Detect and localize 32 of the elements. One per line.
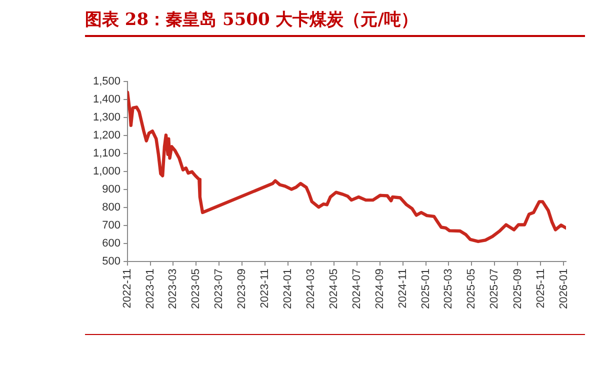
y-tick-label: 1,000 (92, 166, 121, 178)
x-tick-label: 2025-09 (512, 268, 524, 310)
x-tick-label: 2025-01 (420, 268, 432, 310)
x-tick-label: 2023-09 (236, 268, 248, 310)
x-tick-label: 2023-05 (190, 268, 202, 310)
x-tick-label: 2025-11 (534, 268, 547, 308)
y-tick-label: 1,200 (92, 130, 121, 142)
chart-title: 图表 28：秦皇岛 5500 大卡煤炭（元/吨） (85, 8, 585, 37)
x-tick-label: 2025-05 (465, 268, 478, 310)
y-tick-label: 1,400 (92, 94, 121, 106)
x-tick-label: 2026-01 (558, 268, 570, 310)
y-tick-label: 600 (102, 238, 121, 250)
x-tick-label: 2025-07 (488, 268, 500, 310)
x-tick-label: 2025-03 (442, 268, 454, 310)
x-tick-label: 2022-11 (122, 268, 134, 308)
x-tick-label: 2024-03 (304, 268, 317, 310)
x-tick-label: 2024-05 (328, 268, 340, 310)
y-tick-label: 500 (102, 256, 121, 268)
x-tick-label: 2023-07 (212, 268, 225, 310)
x-tick-label: 2023-11 (259, 268, 272, 308)
x-tick-label: 2024-09 (374, 268, 386, 310)
y-tick-label: 900 (102, 184, 121, 196)
x-tick-label: 2024-07 (350, 268, 363, 310)
y-tick-label: 1,100 (92, 148, 121, 160)
x-tick-label: 2024-01 (282, 268, 294, 310)
x-tick-label: 2023-01 (144, 268, 157, 310)
y-tick-label: 800 (102, 202, 121, 214)
y-tick-label: 1,500 (92, 76, 121, 88)
x-tick-label: 2023-03 (166, 268, 179, 310)
y-tick-label: 1,300 (92, 112, 121, 124)
x-tick-label: 2024-11 (397, 268, 410, 308)
y-tick-label: 700 (102, 220, 121, 232)
